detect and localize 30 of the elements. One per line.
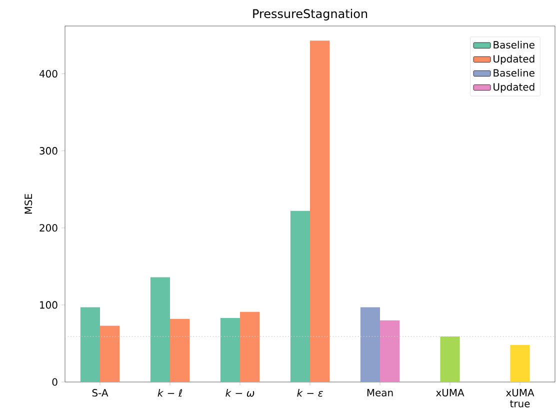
x-tick-label: Mean xyxy=(367,389,393,396)
y-tick-label: 200 xyxy=(40,224,58,232)
x-tick-label: k − ℓ xyxy=(158,389,182,397)
bar xyxy=(440,336,460,382)
legend-label: Baseline xyxy=(494,68,534,77)
bar xyxy=(170,318,190,382)
bar xyxy=(510,345,530,382)
bar xyxy=(380,320,400,382)
bar xyxy=(310,40,330,382)
y-tick-label: 400 xyxy=(39,70,58,78)
bar xyxy=(100,326,120,382)
y-tick-label: 100 xyxy=(40,301,58,309)
x-tick-label: xUMA xyxy=(436,389,464,396)
y-tick-label: 300 xyxy=(40,147,58,155)
bar xyxy=(220,318,240,382)
x-tick-label: S-A xyxy=(92,389,108,397)
legend-label: Updated xyxy=(494,54,534,65)
legend-label: Updated xyxy=(494,82,534,93)
x-tick-label: k − ε xyxy=(297,389,323,397)
bar xyxy=(290,210,310,382)
y-axis-title: MSE xyxy=(24,194,32,214)
bar xyxy=(360,307,380,382)
x-tick-label: xUMA true xyxy=(506,389,534,408)
bar xyxy=(150,277,170,382)
legend-label: Baseline xyxy=(494,40,534,49)
x-tick-label: k − ω xyxy=(226,389,254,397)
y-tick-label: 0 xyxy=(52,378,58,386)
bar xyxy=(80,307,100,382)
chart-title: PressureStagnation xyxy=(253,8,368,20)
bar xyxy=(240,312,260,382)
